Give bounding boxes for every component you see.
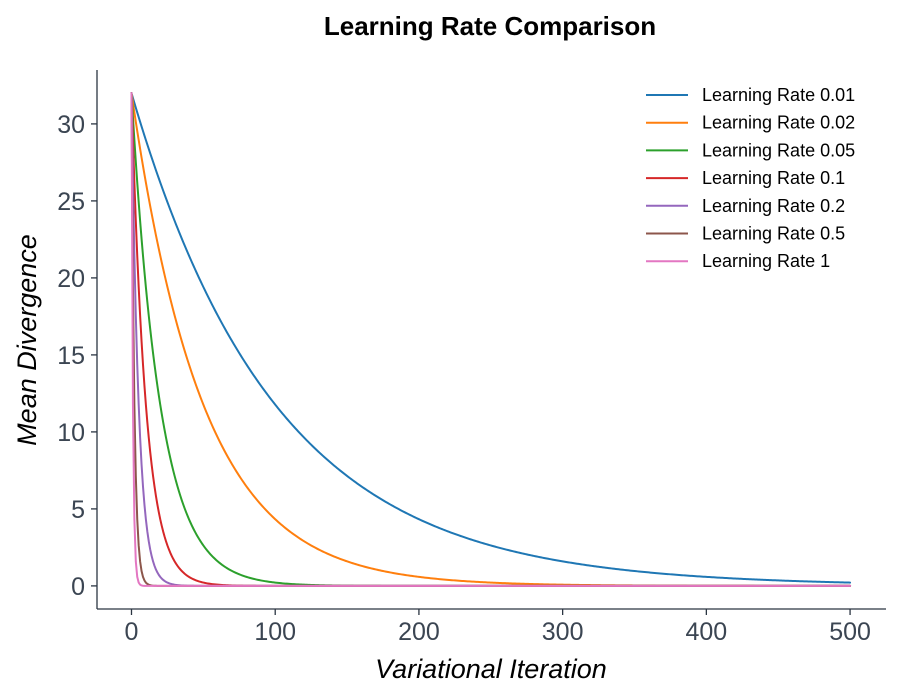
y-tick-label: 0 <box>71 573 85 601</box>
legend-label: Learning Rate 1 <box>702 251 830 271</box>
y-tick-label: 10 <box>57 419 85 447</box>
series-line-6 <box>130 92 852 587</box>
legend-label: Learning Rate 0.02 <box>702 113 855 133</box>
x-tick-label: 200 <box>398 618 440 646</box>
x-tick-label: 400 <box>685 618 727 646</box>
series-line-5 <box>130 92 852 587</box>
chart-title: Learning Rate Comparison <box>324 11 656 41</box>
y-tick-label: 20 <box>57 265 85 293</box>
x-ticks: 0 100 200 300 400 500 <box>125 609 871 646</box>
series-line-1 <box>130 92 852 584</box>
x-axis-label: Variational Iteration <box>375 654 607 684</box>
series-lines <box>130 92 852 587</box>
legend-label: Learning Rate 0.1 <box>702 168 845 188</box>
series-line-3 <box>130 92 852 587</box>
legend-label: Learning Rate 0.2 <box>702 196 845 216</box>
y-ticks: 0 5 10 15 20 25 30 <box>57 111 97 601</box>
series-line-7 <box>130 92 852 587</box>
series-line-2 <box>130 92 852 587</box>
y-tick-label: 15 <box>57 342 85 370</box>
x-tick-label: 0 <box>125 618 139 646</box>
y-tick-label: 5 <box>71 496 85 524</box>
legend-label: Learning Rate 0.5 <box>702 224 845 244</box>
series-line-4 <box>130 92 852 587</box>
x-tick-label: 300 <box>542 618 584 646</box>
y-axis-label: Mean Divergence <box>12 234 42 446</box>
y-tick-label: 25 <box>57 188 85 216</box>
x-tick-label: 100 <box>254 618 296 646</box>
y-tick-label: 30 <box>57 111 85 139</box>
legend: Learning Rate 0.01 Learning Rate 0.02 Lear… <box>646 85 855 271</box>
legend-label: Learning Rate 0.01 <box>702 85 855 105</box>
x-tick-label: 500 <box>829 618 871 646</box>
legend-label: Learning Rate 0.05 <box>702 140 855 160</box>
axes <box>96 70 886 610</box>
